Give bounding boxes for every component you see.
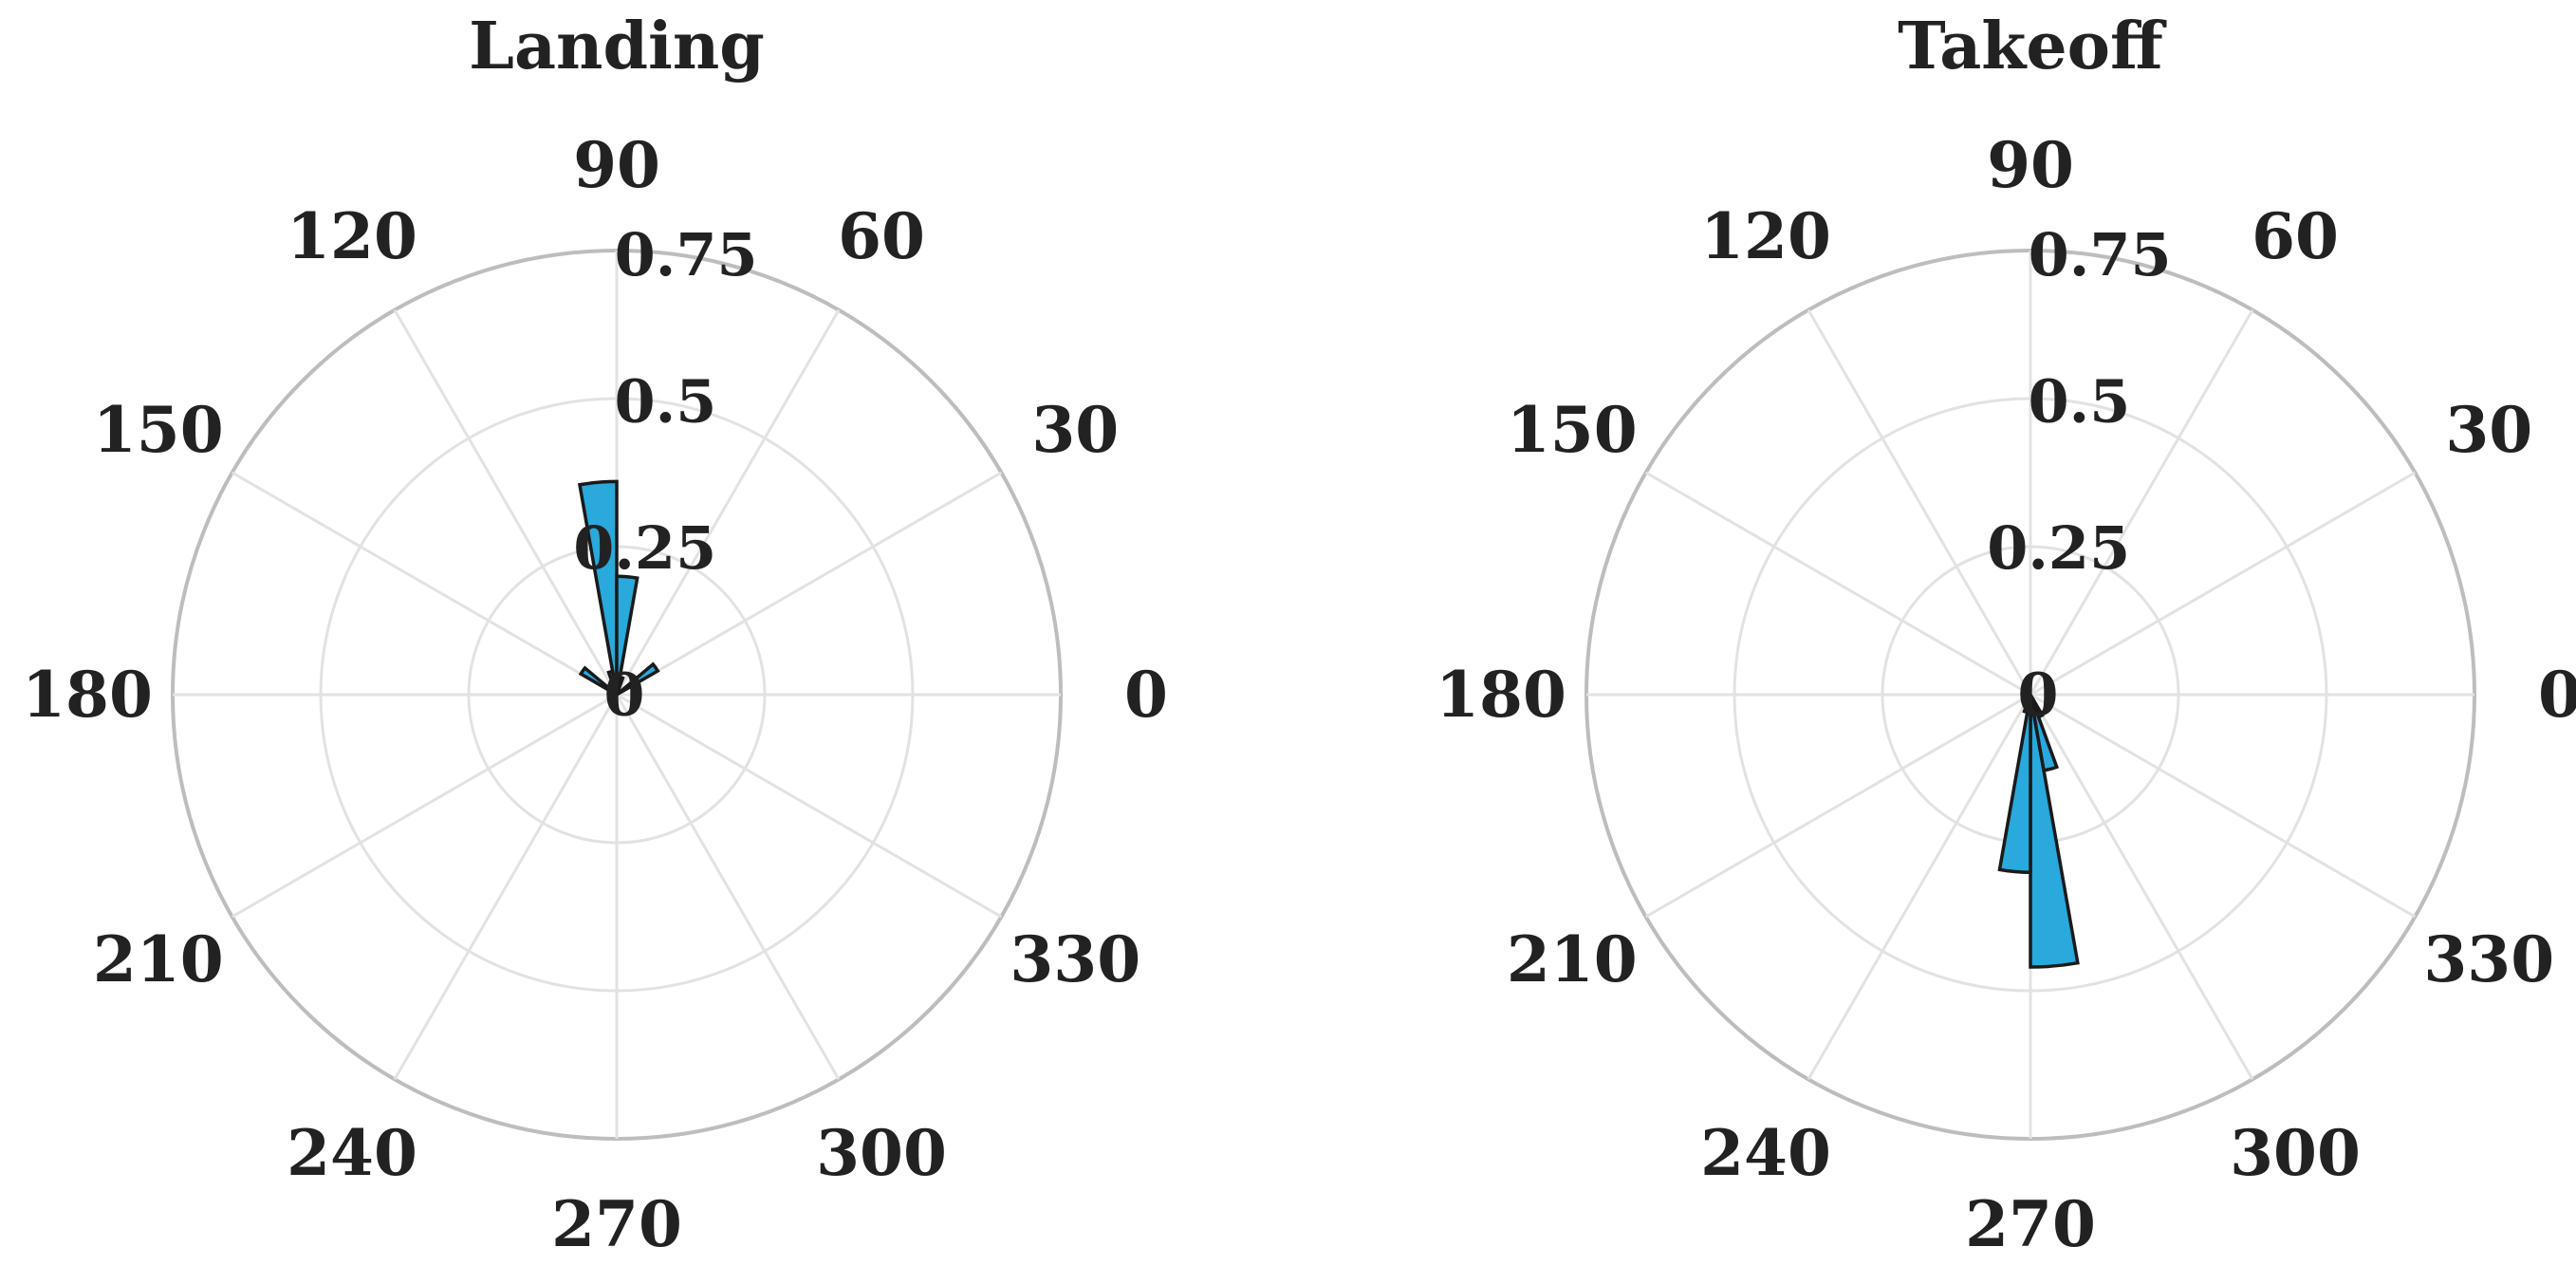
chart-title: Takeoff (1898, 9, 2167, 84)
radial-tick-label: 0.75 (615, 220, 758, 289)
grid-spoke-210 (231, 693, 618, 919)
histogram-bar-3 (2029, 694, 2045, 719)
histogram-bar-1 (1997, 694, 2032, 874)
radial-labels: 0 0.25 0.5 0.75 (573, 220, 757, 729)
angle-labels: 0 30 60 90 120 150 180 210 240 270 300 330 (22, 128, 1168, 1261)
histogram-bars (1997, 694, 2080, 969)
angle-tick-label-90: 90 (573, 128, 660, 202)
grid-spoke-330 (616, 693, 1003, 919)
angle-tick-label-60: 60 (838, 199, 925, 273)
histogram-bar-1 (615, 574, 639, 696)
angle-tick-label-270: 270 (551, 1187, 682, 1261)
angle-tick-label-180: 180 (22, 658, 153, 732)
histogram-bars (577, 479, 660, 697)
grid-spoke-240 (393, 694, 619, 1081)
grid-spoke-120 (393, 308, 619, 696)
grid-spoke-30 (2029, 471, 2417, 697)
angle-tick-label-270: 270 (1965, 1187, 2096, 1261)
angle-tick-label-30: 30 (1031, 393, 1119, 467)
grid-spoke-60 (615, 308, 841, 696)
angle-tick-label-120: 120 (1700, 199, 1831, 273)
angle-tick-label-300: 300 (2230, 1116, 2361, 1190)
radial-tick-label: 0.25 (573, 513, 716, 583)
histogram-bar-3 (615, 661, 660, 697)
angle-tick-label-150: 150 (93, 393, 224, 467)
grid-spoke-60 (2029, 308, 2254, 696)
radial-tick-label: 0 (2017, 661, 2058, 730)
angle-tick-label-30: 30 (2445, 393, 2532, 467)
grid-spoke-150 (231, 471, 618, 697)
angle-tick-label-300: 300 (816, 1116, 947, 1190)
angle-tick-label-90: 90 (1987, 128, 2074, 202)
landing-polar-chart: Landing 03060901201501802102402703003300… (22, 9, 1168, 1261)
grid-spoke-150 (1644, 471, 2031, 697)
grid-spoke-30 (616, 471, 1003, 697)
angle-tick-label-0: 0 (1124, 658, 1168, 732)
radial-tick-label: 0.5 (2028, 367, 2130, 437)
angle-labels: 0 30 60 90 120 150 180 210 240 270 300 330 (1436, 128, 2576, 1261)
histogram-bar-2 (578, 665, 619, 697)
radial-tick-label: 0.5 (614, 367, 716, 437)
angle-tick-label-330: 330 (1010, 922, 1140, 996)
polar-grid (1585, 249, 2476, 1141)
grid-spoke-330 (2029, 693, 2417, 919)
angle-tick-label-0: 0 (2538, 658, 2576, 732)
angle-tick-label-240: 240 (1700, 1116, 1831, 1190)
angle-tick-label-120: 120 (287, 199, 417, 273)
angle-tick-label-330: 330 (2423, 922, 2554, 996)
angle-tick-label-210: 210 (93, 922, 224, 996)
grid-spoke-120 (1807, 308, 2032, 696)
polar-grid (171, 249, 1063, 1141)
grid-spoke-240 (1807, 694, 2032, 1081)
angle-tick-label-210: 210 (1507, 922, 1638, 996)
radial-tick-label: 0 (603, 661, 644, 730)
radial-labels: 0 0.25 0.5 0.75 (1987, 220, 2171, 729)
angle-tick-label-60: 60 (2252, 199, 2339, 273)
histogram-bar-4 (606, 669, 619, 696)
histogram-bar-5 (615, 675, 625, 696)
histogram-bar-0 (577, 479, 619, 696)
angle-tick-label-180: 180 (1436, 658, 1566, 732)
angle-tick-label-240: 240 (287, 1116, 417, 1190)
grid-spoke-210 (1644, 693, 2031, 919)
takeoff-polar-chart: Takeoff 03060901201501802102402703003300… (1436, 9, 2576, 1261)
radial-tick-label: 0.75 (2029, 220, 2172, 289)
histogram-bar-4 (2022, 694, 2032, 715)
grid-spoke-300 (615, 694, 841, 1081)
angle-tick-label-150: 150 (1507, 393, 1638, 467)
grid-spoke-300 (2029, 694, 2254, 1081)
chart-title: Landing (469, 9, 765, 84)
radial-tick-label: 0.25 (1987, 513, 2130, 583)
